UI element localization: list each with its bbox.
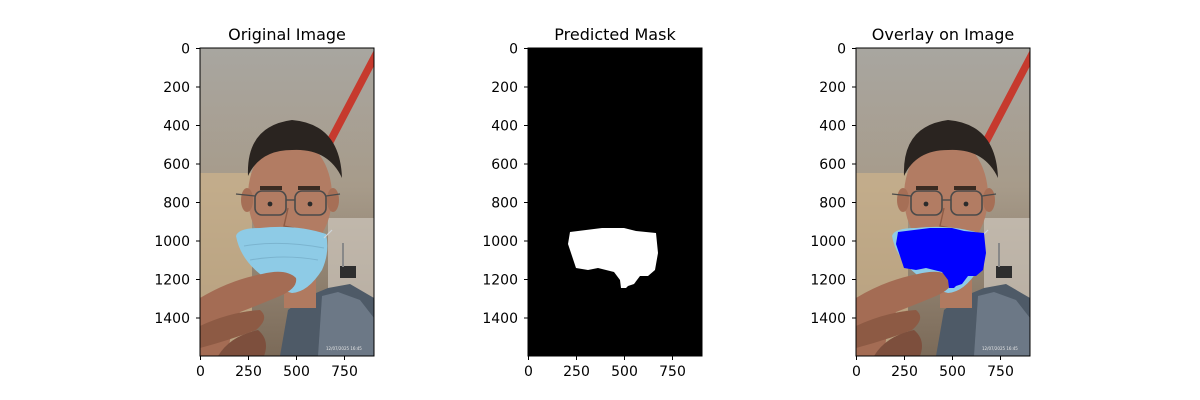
x-tick-label: 250 <box>891 364 918 380</box>
y-axis: 0 200 400 600 800 1000 1200 1400 <box>482 42 528 327</box>
mask-background <box>528 48 702 356</box>
y-tick-label: 600 <box>491 157 518 173</box>
y-tick-label: 1000 <box>482 234 518 250</box>
x-axis: 0 250 500 750 <box>196 356 358 380</box>
panel-title: Original Image <box>228 25 346 44</box>
x-tick-label: 500 <box>283 364 310 380</box>
x-tick-label: 750 <box>987 364 1014 380</box>
panel-overlay: Overlay on Image 12/07/2025 16:45 0 200 … <box>810 25 1031 380</box>
x-tick-label: 0 <box>852 364 861 380</box>
y-tick-label: 1200 <box>810 273 846 289</box>
photo-timestamp: 12/07/2025 16:45 <box>326 346 362 351</box>
x-tick-label: 0 <box>524 364 533 380</box>
panel-title: Overlay on Image <box>872 25 1014 44</box>
mask-region <box>568 228 658 288</box>
y-tick-label: 1400 <box>810 311 846 327</box>
x-tick-label: 500 <box>611 364 638 380</box>
photo-timestamp: 12/07/2025 16:45 <box>982 346 1018 351</box>
y-tick-label: 200 <box>819 80 846 96</box>
y-tick-label: 1000 <box>810 234 846 250</box>
overlay-region <box>896 228 986 288</box>
y-tick-label: 800 <box>819 196 846 212</box>
y-tick-label: 0 <box>181 42 190 58</box>
y-tick-label: 1400 <box>482 311 518 327</box>
x-tick-label: 500 <box>939 364 966 380</box>
y-axis: 0 200 400 600 800 1000 1200 1400 <box>810 42 856 327</box>
x-axis: 0 250 500 750 <box>524 356 686 380</box>
y-tick-label: 1200 <box>154 273 190 289</box>
y-tick-label: 200 <box>491 80 518 96</box>
x-tick-label: 250 <box>563 364 590 380</box>
y-tick-label: 600 <box>819 157 846 173</box>
x-axis: 0 250 500 750 <box>852 356 1014 380</box>
x-tick-label: 750 <box>331 364 358 380</box>
y-tick-label: 800 <box>163 196 190 212</box>
y-axis: 0 200 400 600 800 1000 1200 1400 <box>154 42 200 327</box>
y-tick-label: 1000 <box>154 234 190 250</box>
x-tick-label: 250 <box>235 364 262 380</box>
overlay-photo: 12/07/2025 16:45 <box>856 48 1030 356</box>
y-tick-label: 0 <box>837 42 846 58</box>
y-tick-label: 400 <box>163 119 190 135</box>
y-tick-label: 600 <box>163 157 190 173</box>
panel-title: Predicted Mask <box>554 25 676 44</box>
y-tick-label: 400 <box>491 119 518 135</box>
y-tick-label: 800 <box>491 196 518 212</box>
y-tick-label: 1200 <box>482 273 518 289</box>
y-tick-label: 200 <box>163 80 190 96</box>
original-photo: 12/07/2025 16:45 <box>200 48 374 356</box>
x-tick-label: 0 <box>196 364 205 380</box>
y-tick-label: 0 <box>509 42 518 58</box>
panel-original: Original Image 12/07/2025 16:45 0 200 40… <box>154 25 375 380</box>
x-tick-label: 750 <box>659 364 686 380</box>
panel-mask: Predicted Mask 0 200 400 600 800 1000 12… <box>482 25 703 380</box>
y-tick-label: 400 <box>819 119 846 135</box>
y-tick-label: 1400 <box>154 311 190 327</box>
